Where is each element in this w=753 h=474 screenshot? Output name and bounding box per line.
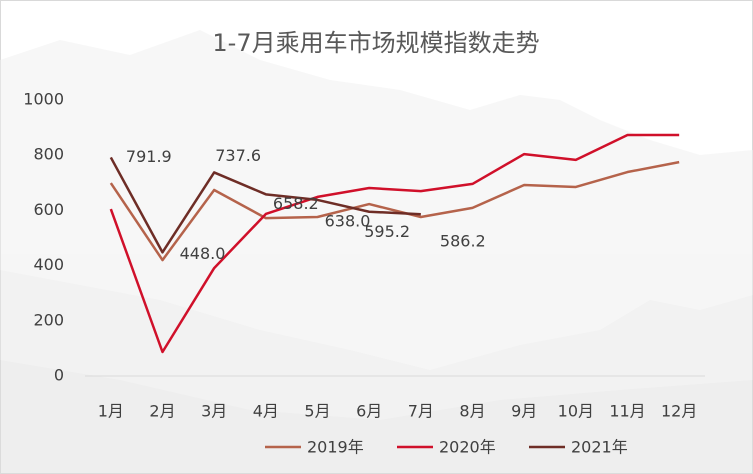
chart-title: 1-7月乘用车市场规模指数走势 xyxy=(212,29,539,57)
x-tick-label: 6月 xyxy=(356,402,382,421)
x-tick-label: 11月 xyxy=(609,402,645,421)
data-label: 586.2 xyxy=(440,232,486,251)
x-tick-label: 2月 xyxy=(149,402,175,421)
x-tick-label: 12月 xyxy=(661,402,697,421)
x-tick-label: 10月 xyxy=(558,402,594,421)
y-tick-label: 200 xyxy=(33,310,64,329)
legend-label: 2019年 xyxy=(307,438,364,457)
x-tick-label: 5月 xyxy=(304,402,330,421)
data-label: 791.9 xyxy=(126,147,172,166)
data-label: 448.0 xyxy=(180,244,226,263)
series-line xyxy=(109,160,680,262)
x-tick-label: 8月 xyxy=(459,402,485,421)
data-label: 658.2 xyxy=(273,194,319,213)
y-tick-label: 800 xyxy=(33,145,64,164)
x-tick-label: 7月 xyxy=(408,402,434,421)
legend-label: 2020年 xyxy=(439,438,496,457)
y-tick-label: 1000 xyxy=(23,90,64,109)
x-tick-label: 9月 xyxy=(511,402,537,421)
x-tick-label: 1月 xyxy=(98,402,124,421)
data-label: 595.2 xyxy=(364,222,410,241)
series-line xyxy=(109,156,421,254)
y-tick-label: 400 xyxy=(33,255,64,274)
y-tick-label: 600 xyxy=(33,200,64,219)
legend-label: 2021年 xyxy=(571,438,628,457)
x-tick-label: 4月 xyxy=(253,402,279,421)
mountain-backdrop xyxy=(0,30,753,474)
data-label: 638.0 xyxy=(325,211,371,230)
y-tick-label: 0 xyxy=(54,366,64,385)
series-line xyxy=(109,133,680,354)
x-tick-label: 3月 xyxy=(201,402,227,421)
data-label: 737.6 xyxy=(215,146,261,165)
